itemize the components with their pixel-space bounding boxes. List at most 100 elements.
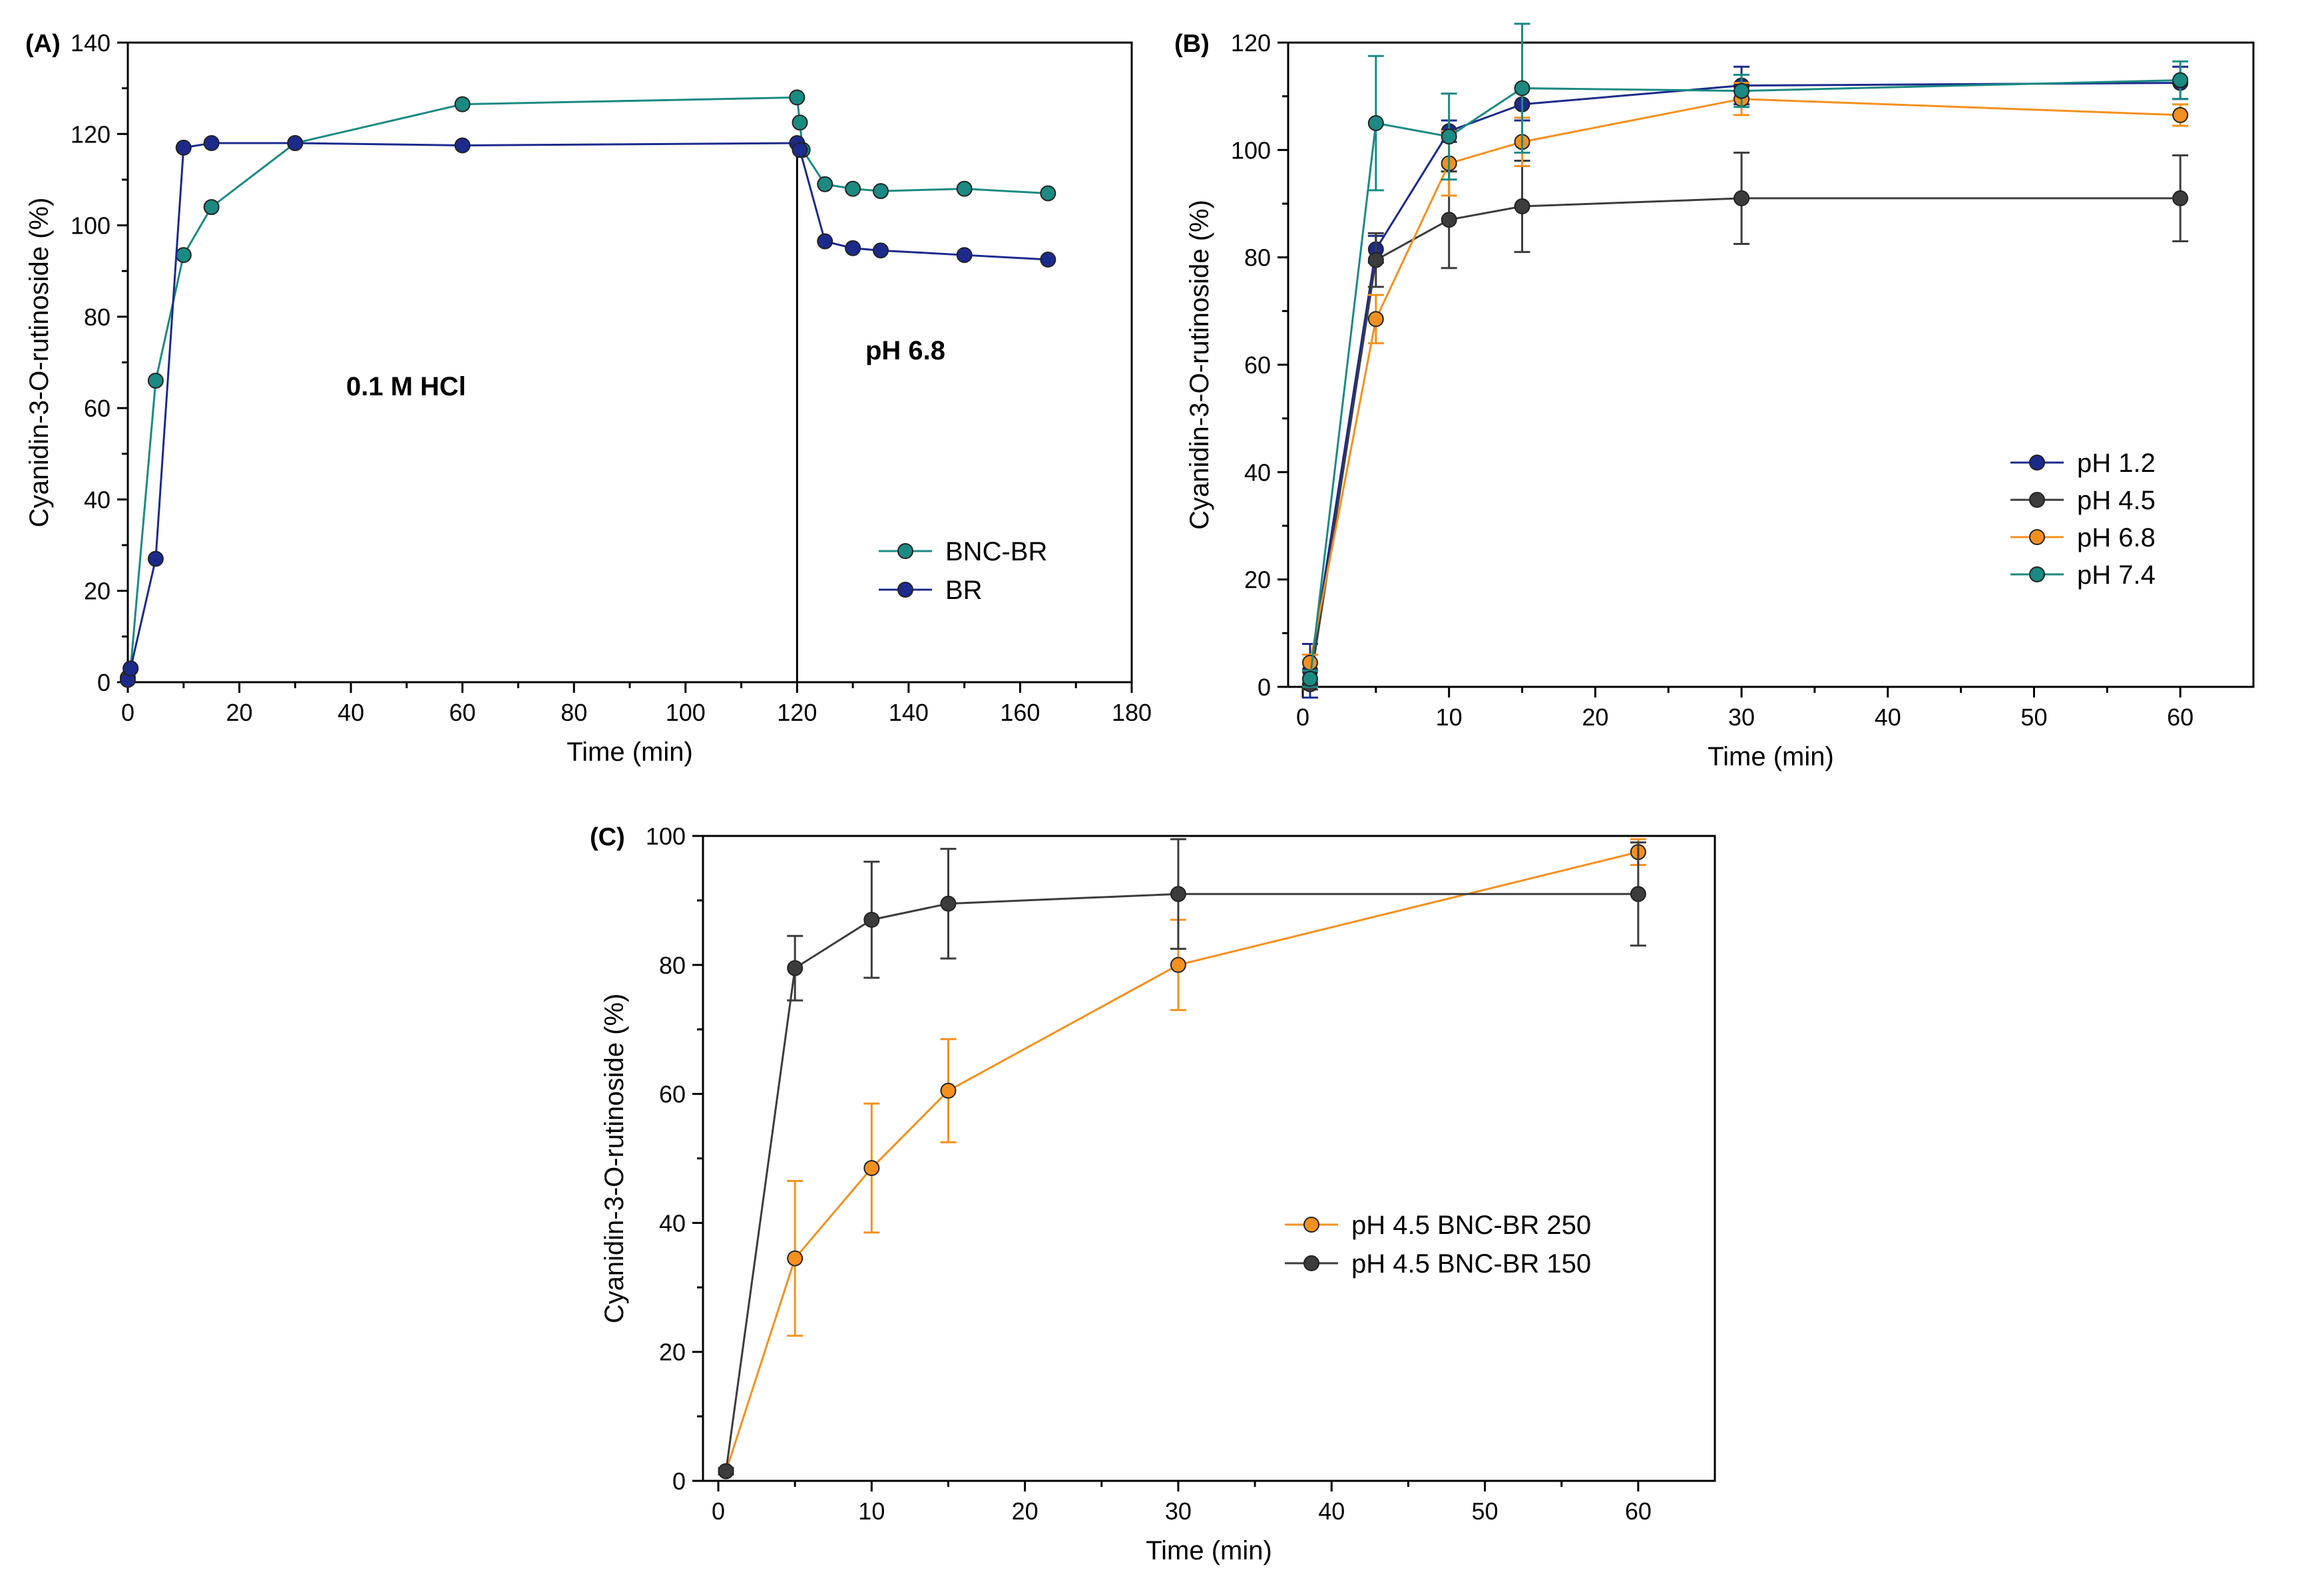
panel-c-series-0: [718, 838, 1646, 1480]
panel-a-legend: BNC-BR BR: [879, 537, 1047, 605]
panel-c-data-point: [787, 960, 804, 976]
panel-b-y-tick-label: 60: [1244, 351, 1271, 379]
panel-b-legend-marker: [2029, 492, 2045, 508]
panel-b-x-axis-label: Time (min): [1708, 742, 1834, 771]
panel-b-data-point: [1301, 670, 1318, 687]
panel-a-data-point: [454, 137, 471, 154]
panel-c-x-axis-label: Time (min): [1146, 1536, 1272, 1565]
panel-c-x-tick-label: 30: [1165, 1497, 1192, 1525]
panel-c-data-point: [1630, 886, 1646, 902]
panel-b-data-point: [1367, 252, 1384, 268]
panel-a-data-point: [873, 242, 889, 259]
panel-c-y-tick-label: 100: [646, 823, 686, 850]
panel-b-data-point: [1441, 128, 1457, 145]
panel-c-data-point: [1170, 886, 1186, 902]
panel-b-data-point: [1367, 115, 1384, 131]
panel-a-x-tick-label: 160: [1000, 699, 1040, 726]
panel-b-y-tick-label: 80: [1244, 244, 1271, 272]
panel-a-x-axis-label: Time (min): [567, 737, 693, 767]
panel-c-data-point: [940, 1082, 957, 1099]
panel-a-data-point: [175, 247, 192, 264]
panel-b-data-point: [2172, 72, 2189, 89]
panel-a-series-0: [120, 89, 1056, 686]
panel-b-legend: pH 1.2 pH 4.5 pH 6.8 pH 7.4: [2010, 449, 2156, 590]
panel-b-y-tick-label: 40: [1244, 459, 1271, 486]
panel-a-data-point: [122, 660, 139, 677]
panel-b-series-line: [1309, 82, 2181, 672]
panel-a-data-point: [956, 180, 973, 197]
panel-c-data-point: [940, 895, 957, 912]
panel-c-series-line: [725, 893, 1638, 1472]
panel-a-x-tick-label: 100: [666, 699, 706, 726]
panel-b-x-tick-label: 10: [1436, 703, 1463, 731]
panel-a-legend-marker: [897, 543, 913, 559]
panel-c-data-point: [787, 1250, 804, 1267]
panel-c-x-tick-label: 50: [1472, 1497, 1499, 1525]
panel-a-annotation: 0.1 M HCl: [346, 372, 466, 401]
panel-a-y-tick-label: 100: [71, 212, 111, 240]
panel-b-series-line: [1309, 98, 2181, 663]
panel-a-legend-marker: [897, 582, 913, 598]
panel-a-data-point: [789, 89, 806, 106]
panel-c-legend-label: pH 4.5 BNC-BR 250: [1351, 1211, 1591, 1240]
panel-a-x-tick-label: 0: [121, 699, 134, 726]
panel-a-y-tick-label: 0: [97, 669, 111, 696]
panel-a-legend-label: BR: [945, 576, 983, 605]
panel-c-data-point: [863, 1160, 880, 1177]
panel-c-panel-label: (C): [590, 823, 625, 851]
panel-b-data-point: [2172, 190, 2189, 206]
panel-b-x-tick-label: 30: [1728, 703, 1755, 731]
panel-a-data-point: [956, 247, 973, 264]
panel-b-data-point: [1733, 190, 1750, 206]
panel-a-data-point: [792, 142, 808, 158]
panel-a-y-tick-label: 60: [84, 395, 111, 422]
panel-b-legend-marker: [2029, 455, 2045, 471]
panel-b-y-tick-label: 100: [1231, 136, 1271, 164]
panel-a-x-tick-label: 120: [777, 699, 817, 726]
panel-c-legend-label: pH 4.5 BNC-BR 150: [1351, 1249, 1591, 1279]
panel-b-y-tick-label: 0: [1258, 674, 1271, 701]
panel-a-series-line: [126, 142, 1048, 680]
panel-a-series-1: [120, 135, 1056, 688]
panel-c-y-tick-label: 60: [659, 1081, 686, 1108]
panel-a-data-point: [203, 199, 220, 216]
panel-c-x-tick-label: 20: [1012, 1497, 1039, 1525]
panel-b-y-axis-label: Cyanidin-3-O-rutinoside (%): [1185, 200, 1214, 530]
panel-a-data-point: [454, 96, 471, 112]
panel-b-panel-label: (B): [1174, 30, 1210, 58]
panel-b-data-point: [1301, 654, 1318, 671]
panel-b-data-point: [2172, 106, 2189, 123]
panel-b-x-tick-label: 60: [2167, 703, 2194, 731]
panel-b-data-point: [1733, 83, 1750, 99]
panel-c-y-tick-label: 80: [659, 952, 686, 979]
panel-a-data-point: [817, 176, 833, 192]
panel-c-x-tick-label: 60: [1625, 1497, 1652, 1525]
panel-a-x-tick-label: 20: [226, 699, 253, 726]
panel-a-panel-label: (A): [25, 30, 61, 58]
panel-a-y-tick-label: 80: [84, 303, 111, 331]
panel-c-x-tick-label: 10: [858, 1497, 885, 1525]
panel-a-data-point: [147, 372, 164, 389]
panel-a-x-tick-label: 180: [1112, 699, 1152, 726]
panel-c-x-tick-label: 0: [712, 1497, 725, 1525]
panel-b-legend-label: pH 7.4: [2077, 560, 2156, 590]
panel-a-y-tick-label: 120: [71, 120, 111, 148]
panel-a-x-tick-label: 140: [889, 699, 929, 726]
panel-a-data-point: [287, 135, 304, 152]
panel-b-data-point: [1514, 198, 1530, 215]
panel-a-data-point: [817, 233, 833, 250]
panel-a-y-axis-label: Cyanidin-3-O-rutinoside (%): [25, 198, 54, 528]
panel-a-data-point: [1040, 252, 1056, 268]
panel-b-data-point: [1441, 212, 1457, 228]
panel-b-x-tick-label: 20: [1582, 703, 1608, 731]
panel-a-data-point: [845, 180, 861, 197]
panel-a-data-point: [147, 550, 164, 567]
panel-c-data-point: [718, 1463, 734, 1480]
panel-a-annotation: pH 6.8: [865, 336, 945, 365]
panel-c-legend: pH 4.5 BNC-BR 250 pH 4.5 BNC-BR 150: [1285, 1211, 1591, 1279]
panel-c-series-1: [718, 838, 1646, 1480]
panel-c-x-tick-label: 40: [1318, 1497, 1345, 1525]
panel-b-plot-frame: [1287, 41, 2255, 688]
panel-b-data-point: [1367, 311, 1384, 327]
